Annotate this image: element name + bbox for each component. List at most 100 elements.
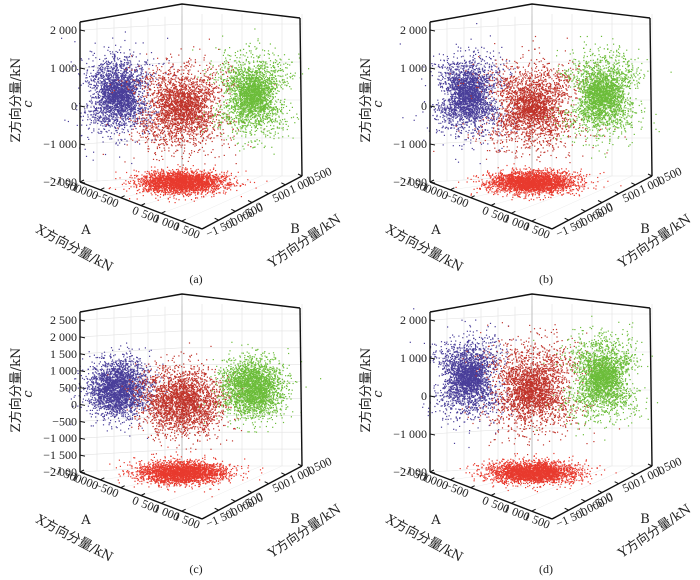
data-point [145, 62, 147, 64]
data-point [197, 121, 199, 123]
data-point [165, 95, 167, 97]
data-point [215, 81, 217, 83]
data-point [159, 139, 161, 141]
data-point [145, 119, 147, 121]
data-point [153, 135, 155, 137]
data-point [145, 75, 147, 77]
data-point [115, 50, 117, 53]
data-point [172, 66, 174, 68]
data-point [118, 90, 120, 92]
data-point [202, 80, 204, 82]
data-point [112, 76, 114, 78]
data-point [157, 100, 159, 102]
data-point [104, 114, 106, 117]
data-point [154, 152, 156, 154]
data-point [166, 97, 168, 99]
data-point [193, 91, 195, 93]
data-point [172, 96, 174, 98]
data-point [139, 105, 141, 107]
data-point [203, 81, 205, 84]
data-point [116, 66, 118, 68]
data-point [108, 95, 110, 97]
data-point [76, 109, 78, 111]
data-point [125, 122, 127, 124]
data-point [203, 110, 205, 112]
data-point [162, 132, 165, 134]
data-point [186, 116, 188, 119]
data-point [104, 58, 106, 60]
data-point [190, 118, 192, 120]
data-point [108, 102, 110, 104]
data-point [111, 107, 113, 109]
data-point [131, 81, 133, 83]
data-point [189, 137, 191, 140]
data-point [211, 122, 213, 124]
data-point [168, 127, 170, 129]
data-point [180, 132, 182, 134]
data-point [123, 123, 125, 126]
data-point [200, 130, 202, 132]
data-point [209, 85, 211, 87]
data-point [104, 102, 106, 104]
data-point [175, 99, 177, 101]
data-point [172, 108, 174, 110]
data-point [203, 106, 205, 108]
data-point [124, 127, 126, 129]
data-point [185, 107, 187, 109]
data-point [144, 64, 146, 66]
data-point [165, 115, 167, 117]
data-point [177, 144, 179, 146]
data-point [155, 65, 157, 67]
data-point [161, 109, 163, 111]
data-point [214, 156, 216, 159]
data-point [107, 94, 110, 96]
data-point [112, 100, 114, 102]
data-point [181, 95, 183, 97]
data-point [136, 77, 138, 80]
data-point [124, 83, 126, 85]
data-point [113, 58, 116, 60]
data-point [125, 80, 127, 82]
data-point [156, 67, 159, 69]
data-point [106, 118, 108, 120]
data-point [223, 95, 225, 98]
data-point [115, 98, 117, 100]
data-point [92, 66, 94, 68]
data-point [202, 114, 204, 116]
data-point [115, 70, 117, 72]
data-point [118, 94, 120, 96]
data-point [165, 90, 167, 92]
data-point [150, 74, 152, 76]
data-point [126, 100, 128, 102]
data-point [227, 75, 229, 78]
data-point [120, 101, 122, 103]
data-point [196, 86, 198, 88]
data-point [113, 66, 115, 69]
data-point [125, 56, 127, 58]
data-point [167, 106, 169, 108]
data-point [127, 99, 129, 102]
data-point [181, 104, 183, 106]
data-point [123, 96, 125, 98]
data-point [147, 78, 149, 80]
data-point [121, 115, 123, 117]
data-point [212, 90, 214, 92]
data-point [97, 85, 99, 87]
data-point [226, 122, 229, 125]
data-point [203, 104, 206, 106]
data-point [184, 106, 186, 109]
data-point [99, 102, 101, 105]
data-point [183, 79, 185, 81]
data-point [217, 87, 219, 89]
data-point [205, 106, 207, 108]
data-point [174, 118, 176, 120]
data-point [146, 141, 148, 143]
data-point [204, 95, 206, 97]
data-point [182, 112, 184, 114]
data-point [137, 75, 139, 77]
data-point [100, 75, 102, 77]
data-point [194, 76, 196, 78]
data-point [143, 85, 145, 87]
data-point [169, 123, 171, 125]
data-point [116, 65, 118, 67]
